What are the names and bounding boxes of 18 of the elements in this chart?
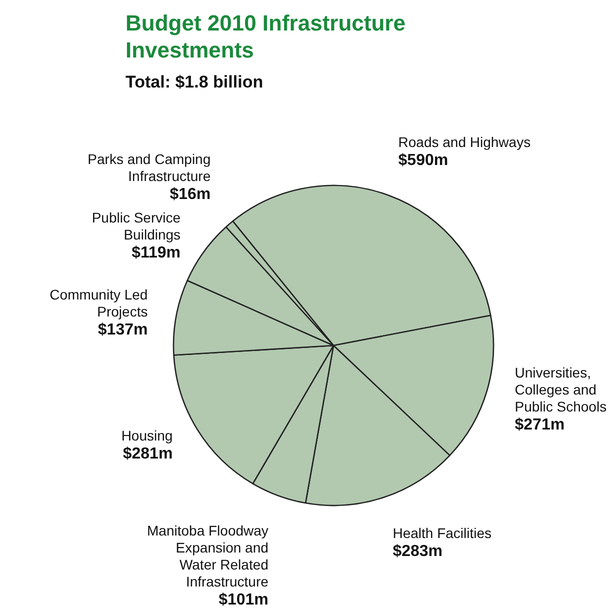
data-label: $16m <box>170 186 211 204</box>
slice-label: Community Led Projects <box>50 286 148 320</box>
slice-label: Roads and Highways <box>398 134 531 150</box>
slice-label: Universities, Colleges and Public Schools <box>514 364 607 414</box>
data-label: $281m <box>122 445 173 462</box>
data-label: $119m <box>132 244 181 262</box>
slice-label: Housing <box>121 427 173 444</box>
slice-label: Parks and Camping Infrastructure <box>88 151 211 184</box>
slice-label: Public Service Buildings <box>92 209 181 242</box>
data-label: $101m <box>218 592 268 609</box>
data-label: $590m <box>398 152 448 170</box>
data-label: $137m <box>98 321 148 338</box>
chart-subtitle: Total: $1.8 billion <box>126 72 264 92</box>
data-label: $283m <box>392 542 443 560</box>
chart-title: Budget 2010 Infrastructure Investments <box>126 10 406 62</box>
slice-label: Manitoba Floodway Expansion and Water Related Infrastructure <box>147 522 269 590</box>
data-label: $271m <box>514 416 565 434</box>
slice-label: Health Facilities <box>392 524 492 541</box>
